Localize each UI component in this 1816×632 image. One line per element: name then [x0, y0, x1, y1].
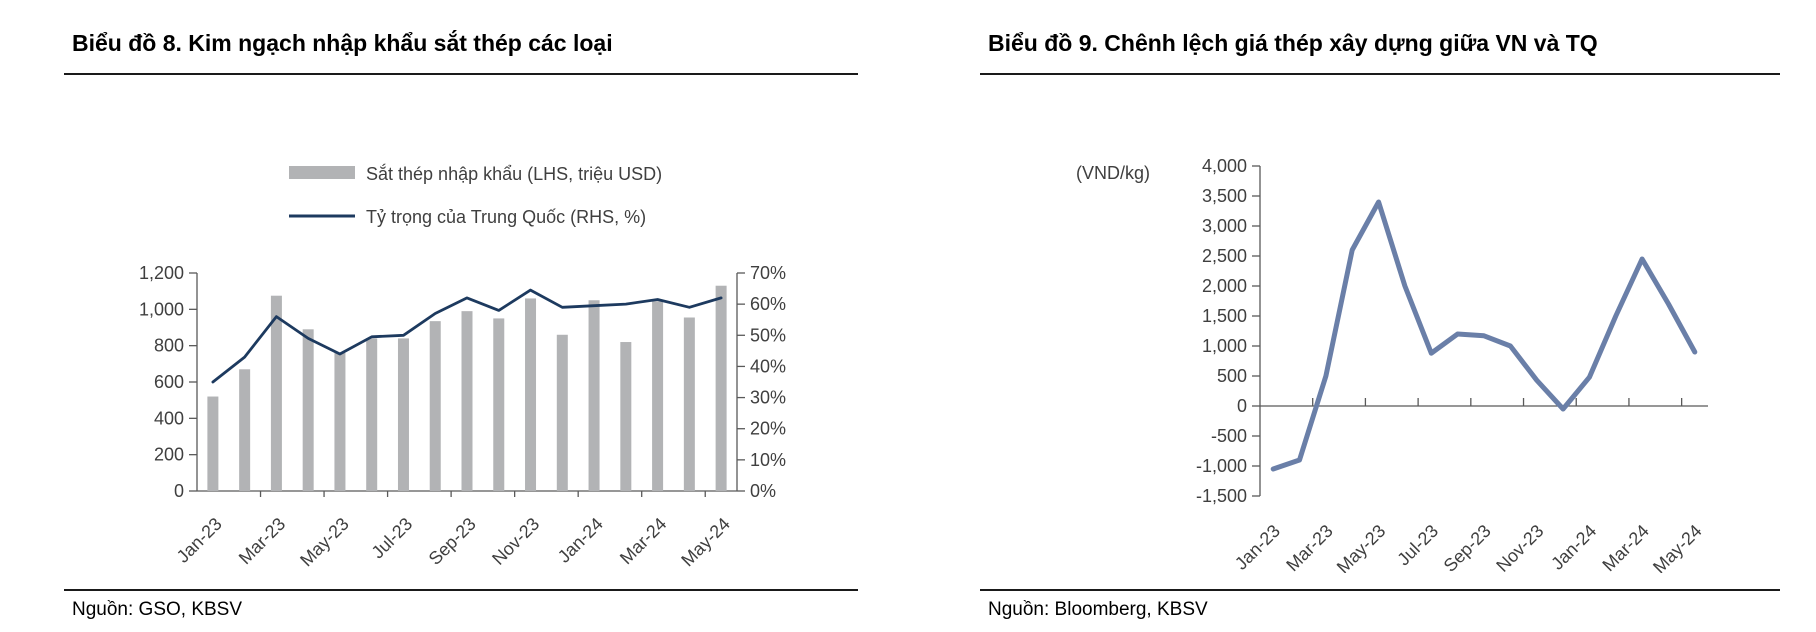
- svg-text:Jan-23: Jan-23: [173, 513, 226, 566]
- chart8-source-rule: [64, 588, 858, 591]
- chart9-figure: (VND/kg) 4,000 3,500 3,000 2,500 2,000 1,500 1,…: [1076, 156, 1708, 573]
- svg-text:500: 500: [1217, 366, 1247, 386]
- svg-text:May-23: May-23: [296, 513, 353, 570]
- chart9-y-axis-labels: 4,000 3,500 3,000 2,500 2,000 1,500 1,000 500 0 -…: [1196, 156, 1260, 506]
- chart9-unit-label: (VND/kg): [1076, 163, 1150, 183]
- svg-text:-500: -500: [1211, 426, 1247, 446]
- svg-text:May-24: May-24: [1649, 520, 1706, 572]
- svg-text:-1,500: -1,500: [1196, 486, 1247, 506]
- svg-text:50%: 50%: [750, 325, 786, 345]
- svg-text:-1,000: -1,000: [1196, 456, 1247, 476]
- chart8-x-ticks: [259, 490, 706, 497]
- svg-text:30%: 30%: [750, 387, 786, 407]
- chart8-title: Biểu đồ 8. Kim ngạch nhập khẩu sắt thép …: [72, 30, 613, 56]
- svg-text:1,000: 1,000: [1202, 336, 1247, 356]
- svg-text:1,000: 1,000: [139, 299, 184, 319]
- chart8-china-share-line: [211, 288, 723, 383]
- chart8-panel: Biểu đồ 8. Kim ngạch nhập khẩu sắt thép …: [64, 30, 858, 621]
- chart9-axes: [1259, 165, 1708, 496]
- svg-text:Jul-23: Jul-23: [1393, 520, 1442, 569]
- svg-text:2,500: 2,500: [1202, 246, 1247, 266]
- svg-text:0%: 0%: [750, 481, 776, 501]
- svg-text:400: 400: [154, 408, 184, 428]
- legend-bar-swatch: [289, 165, 355, 179]
- chart9-panel: Biểu đồ 9. Chênh lệch giá thép xây dựng …: [980, 30, 1780, 621]
- chart9-x-ticks: [1312, 397, 1683, 406]
- svg-text:Mar-23: Mar-23: [1282, 520, 1336, 572]
- svg-text:1,500: 1,500: [1202, 306, 1247, 326]
- svg-text:0: 0: [174, 481, 184, 501]
- svg-text:70%: 70%: [750, 263, 786, 283]
- svg-text:Jul-23: Jul-23: [368, 513, 417, 562]
- svg-text:Jan-24: Jan-24: [554, 513, 607, 566]
- chart8-figure: Sắt thép nhập khẩu (LHS, triệu USD) Tỷ tr…: [139, 163, 786, 570]
- chart8-legend: Sắt thép nhập khẩu (LHS, triệu USD) Tỷ tr…: [289, 163, 662, 227]
- svg-text:10%: 10%: [750, 449, 786, 469]
- svg-text:1,200: 1,200: [139, 263, 184, 283]
- svg-text:600: 600: [154, 372, 184, 392]
- svg-text:Sep-23: Sep-23: [425, 513, 480, 568]
- chart8-title-rule: [64, 72, 858, 75]
- svg-text:Nov-23: Nov-23: [1492, 520, 1547, 572]
- legend-bar-label: Sắt thép nhập khẩu (LHS, triệu USD): [366, 163, 662, 184]
- svg-text:May-24: May-24: [677, 513, 734, 570]
- svg-text:May-23: May-23: [1333, 520, 1390, 572]
- svg-text:4,000: 4,000: [1202, 156, 1247, 176]
- svg-text:Mar-24: Mar-24: [1598, 520, 1652, 572]
- chart8-import-bars: [207, 285, 727, 491]
- chart8-left-axis-labels: 0 200 400 600 800 1,000 1,200: [139, 263, 197, 501]
- chart8-x-axis-labels: Jan-23 Mar-23 May-23 Jul-23 Sep-23 Nov-23 Jan-…: [173, 513, 734, 570]
- chart9-source-rule: [980, 588, 1780, 591]
- svg-text:3,000: 3,000: [1202, 216, 1247, 236]
- chart8-source: Nguồn: GSO, KBSV: [72, 598, 243, 620]
- chart8-right-axis-labels: 0% 10% 20% 30% 40% 50% 60% 70%: [737, 263, 786, 501]
- svg-text:800: 800: [154, 335, 184, 355]
- svg-text:3,500: 3,500: [1202, 186, 1247, 206]
- svg-text:Nov-23: Nov-23: [488, 513, 543, 568]
- chart9-title: Biểu đồ 9. Chênh lệch giá thép xây dựng …: [988, 30, 1598, 56]
- chart9-price-gap-line: [1270, 199, 1698, 472]
- svg-text:Mar-24: Mar-24: [616, 513, 670, 567]
- legend-line-label: Tỷ trọng của Trung Quốc (RHS, %): [366, 207, 646, 227]
- svg-text:40%: 40%: [750, 356, 786, 376]
- svg-text:20%: 20%: [750, 418, 786, 438]
- svg-text:Jan-24: Jan-24: [1547, 520, 1600, 572]
- chart9-title-rule: [980, 72, 1780, 75]
- svg-text:Jan-23: Jan-23: [1231, 520, 1284, 572]
- svg-text:200: 200: [154, 444, 184, 464]
- svg-text:0: 0: [1237, 396, 1247, 416]
- svg-text:2,000: 2,000: [1202, 276, 1247, 296]
- svg-text:60%: 60%: [750, 294, 786, 314]
- svg-text:Sep-23: Sep-23: [1440, 520, 1495, 572]
- svg-text:Mar-23: Mar-23: [235, 513, 289, 567]
- chart9-source: Nguồn: Bloomberg, KBSV: [988, 598, 1208, 620]
